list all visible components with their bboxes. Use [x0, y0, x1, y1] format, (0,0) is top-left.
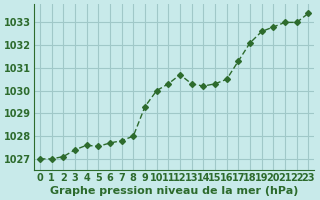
- X-axis label: Graphe pression niveau de la mer (hPa): Graphe pression niveau de la mer (hPa): [50, 186, 298, 196]
